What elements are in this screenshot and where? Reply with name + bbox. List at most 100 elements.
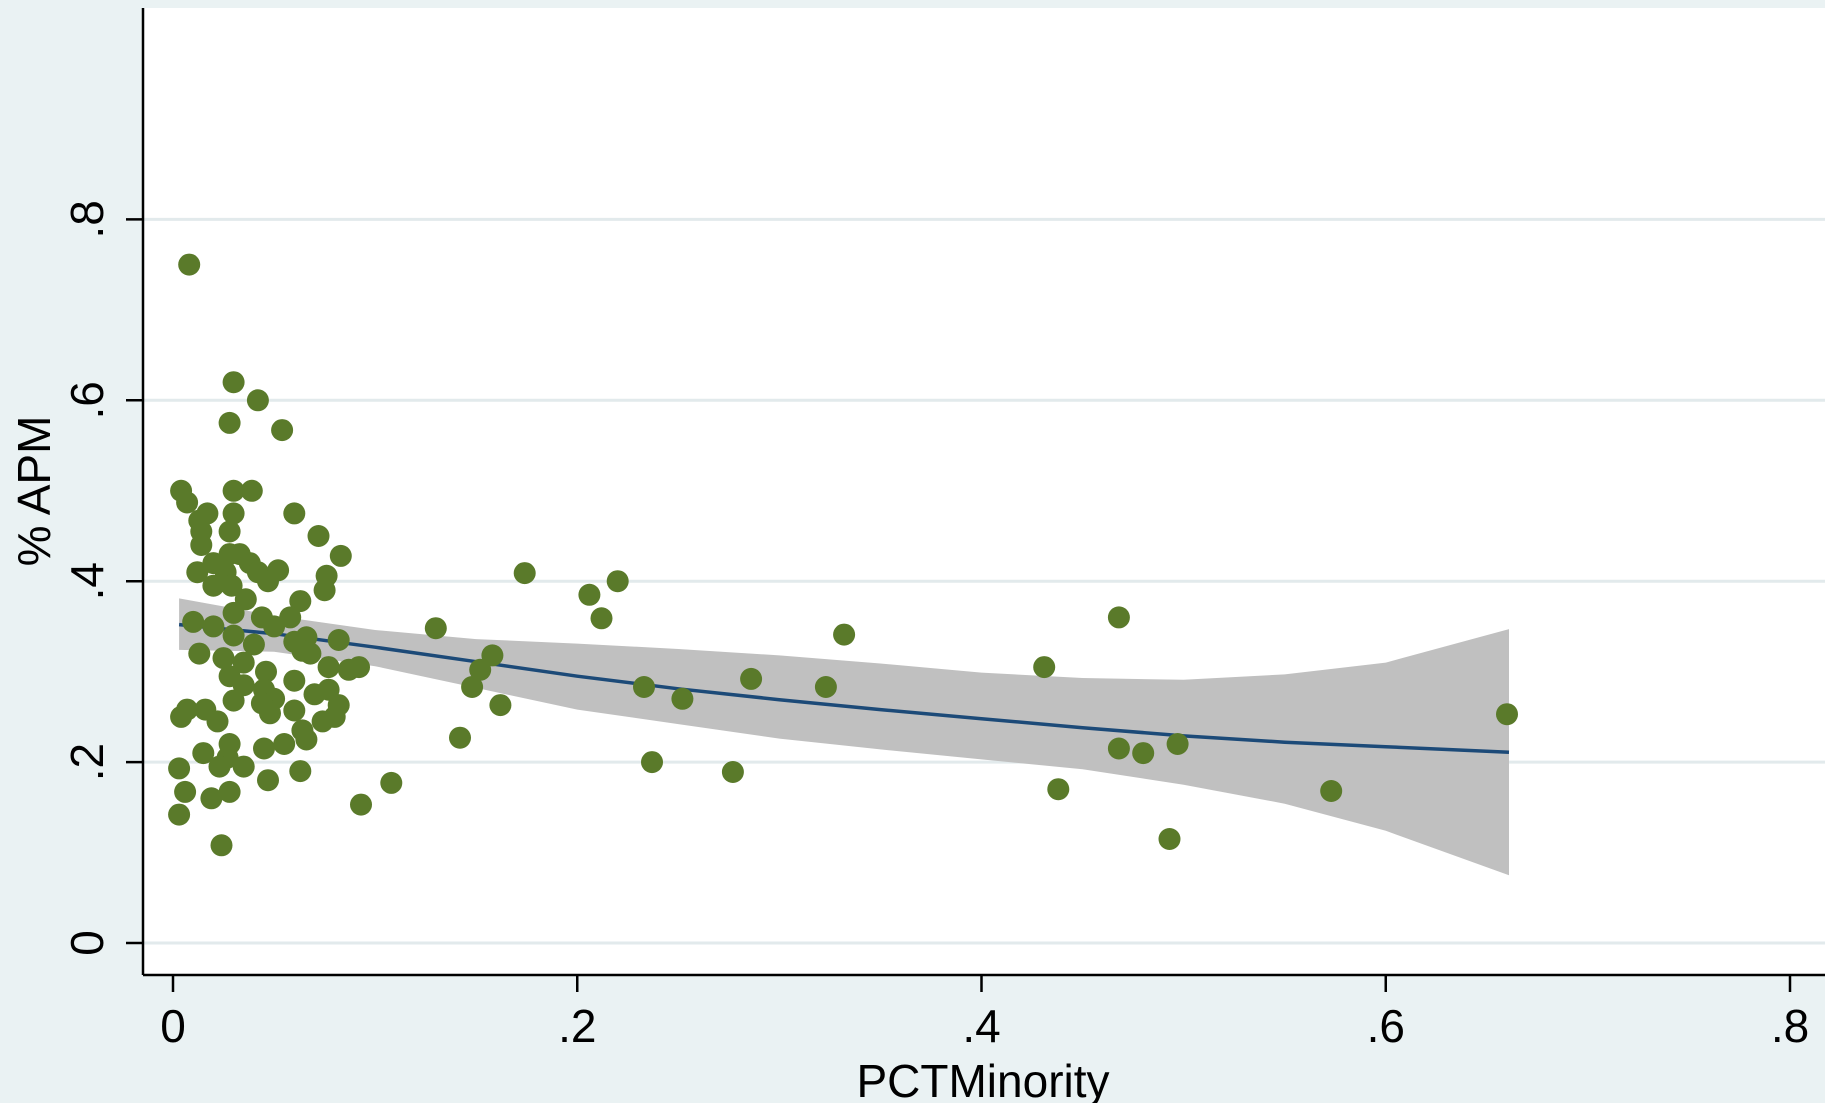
x-tick-label-1: .2 <box>558 1000 596 1052</box>
scatter-point-96 <box>513 562 536 585</box>
scatter-point-51 <box>348 656 370 679</box>
scatter-point-111 <box>1132 742 1155 765</box>
scatter-point-102 <box>671 687 694 710</box>
x-tick-label-0: 0 <box>160 1000 186 1052</box>
x-axis-title: PCTMinority <box>856 1055 1109 1103</box>
scatter-point-36 <box>182 610 205 633</box>
scatter-point-83 <box>174 780 197 803</box>
scatter-point-12 <box>283 502 306 525</box>
scatter-point-93 <box>469 658 492 681</box>
scatter-point-97 <box>578 583 601 606</box>
scatter-point-33 <box>222 601 245 624</box>
fit-line-layer <box>178 622 1510 754</box>
scatter-point-6 <box>222 479 245 502</box>
scatter-point-107 <box>1033 656 1056 679</box>
scatter-point-88 <box>380 771 403 794</box>
scatter-point-94 <box>481 644 504 667</box>
scatter-point-79 <box>232 755 255 778</box>
scatter-point-68 <box>206 710 229 733</box>
y-tick-label-1: .2 <box>61 743 113 781</box>
scatter-point-72 <box>295 728 318 751</box>
scatter-point-104 <box>740 667 763 690</box>
scatter-point-14 <box>218 520 241 543</box>
scatter-point-2 <box>246 389 269 412</box>
scatter-point-90 <box>424 617 447 640</box>
scatter-point-108 <box>1047 778 1070 801</box>
gridlines <box>144 217 1825 945</box>
y-tick-label-4: .8 <box>61 200 113 238</box>
x-tick-label-4: .8 <box>1771 1000 1809 1052</box>
scatter-point-11 <box>222 502 245 525</box>
scatter-point-27 <box>202 574 225 597</box>
scatter-point-101 <box>641 751 663 774</box>
scatter-point-41 <box>327 629 350 651</box>
scatter-point-113 <box>1166 733 1189 755</box>
scatter-point-99 <box>606 570 629 593</box>
scatter-point-103 <box>721 761 744 783</box>
scatter-point-86 <box>168 803 191 826</box>
scatter-point-43 <box>242 633 265 656</box>
scatter-point-112 <box>1158 828 1181 850</box>
scatter-point-40 <box>222 624 245 647</box>
scatter-point-85 <box>200 787 223 810</box>
x-tick-label-3: .6 <box>1367 1000 1405 1052</box>
scatter-point-81 <box>289 760 312 783</box>
scatter-point-30 <box>313 579 336 602</box>
scatter-point-98 <box>590 607 613 630</box>
scatter-point-19 <box>329 544 352 567</box>
scatter-point-67 <box>170 705 193 728</box>
scatter-point-38 <box>263 615 286 638</box>
scatter-point-44 <box>188 642 211 665</box>
scatter-point-110 <box>1107 737 1130 760</box>
scatter-point-66 <box>259 702 281 725</box>
scatter-point-70 <box>323 705 346 728</box>
scatter-point-10 <box>196 502 219 525</box>
scatter-point-3 <box>218 411 241 434</box>
scatter-point-105 <box>814 676 837 698</box>
scatter-point-115 <box>1496 703 1518 726</box>
scatter-point-91 <box>449 726 471 749</box>
scatter-point-53 <box>255 660 277 683</box>
scatter-point-48 <box>232 651 255 674</box>
scatter-point-65 <box>283 699 306 722</box>
scatter-point-60 <box>222 689 245 712</box>
scatter-point-22 <box>186 561 209 584</box>
scatter-point-37 <box>202 615 225 638</box>
scatter-point-29 <box>257 570 279 593</box>
scatter-point-35 <box>279 606 302 629</box>
scatter-point-74 <box>273 733 296 755</box>
scatter-point-76 <box>192 742 215 765</box>
scatter-point-15 <box>307 525 330 547</box>
scatter-point-47 <box>212 647 235 670</box>
x-tick-label-2: .4 <box>962 1000 1000 1052</box>
scatter-point-92 <box>461 676 484 698</box>
y-tick-label-0: 0 <box>61 930 113 956</box>
scatter-point-54 <box>283 669 306 692</box>
axes: 0 .2 .4 .6 .8 0 .2 .4 .6 .8 <box>61 8 1825 1052</box>
scatter-point-80 <box>168 757 191 780</box>
scatter-point-78 <box>208 755 231 778</box>
scatter-point-75 <box>253 737 275 760</box>
data-points <box>168 253 1518 857</box>
scatter-point-46 <box>299 642 322 665</box>
scatter-point-82 <box>257 769 279 792</box>
scatter-point-7 <box>240 479 263 502</box>
y-tick-label-2: .4 <box>61 562 113 600</box>
scatter-point-114 <box>1320 780 1343 802</box>
scatter-point-32 <box>289 590 312 613</box>
scatter-point-87 <box>210 834 233 857</box>
scatter-point-28 <box>220 574 243 597</box>
scatter-point-89 <box>350 793 372 816</box>
scatter-point-100 <box>633 676 655 698</box>
scatter-point-84 <box>218 780 241 803</box>
scatter-point-8 <box>176 491 199 514</box>
y-axis-title: % APM <box>8 416 60 567</box>
y-tick-label-3: .6 <box>61 381 113 419</box>
fit-line <box>178 622 1510 754</box>
scatter-point-109 <box>1107 606 1130 629</box>
plot-background <box>143 8 1825 975</box>
scatter-point-0 <box>178 253 201 276</box>
scatter-point-95 <box>489 694 512 717</box>
